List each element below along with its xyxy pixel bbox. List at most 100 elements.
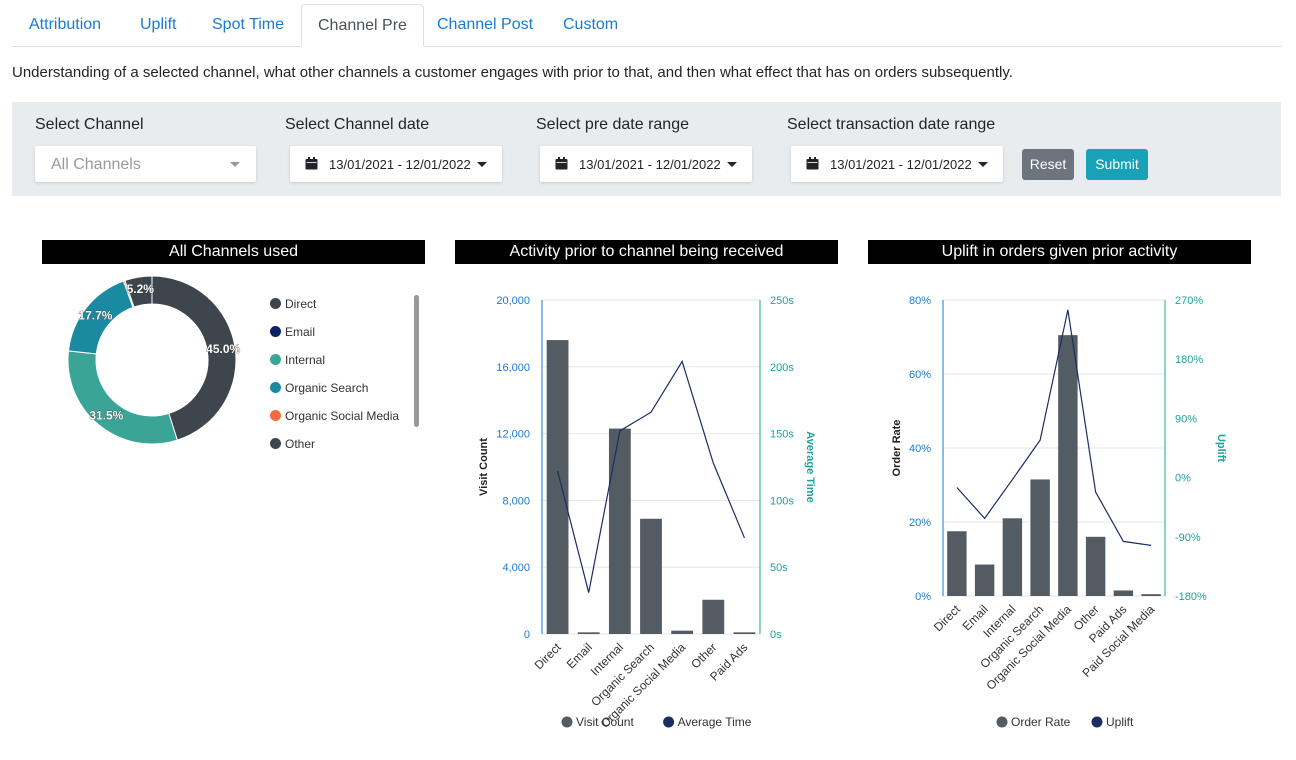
y-tick-label: 0% xyxy=(915,591,931,603)
legend-label-average-time: Average Time xyxy=(678,715,752,729)
legend-swatch xyxy=(561,716,573,728)
calendar-icon xyxy=(806,157,819,170)
y2-tick-label: 90% xyxy=(1175,413,1197,425)
legend-item-organic-social-media[interactable]: Organic Social Media xyxy=(270,409,399,423)
pre-range-label: Select pre date range xyxy=(536,116,689,133)
y-tick-label: 60% xyxy=(909,369,931,381)
legend-swatch xyxy=(270,382,281,393)
donut-data-label: 5.2% xyxy=(127,282,155,296)
x-tick-label: Direct xyxy=(931,602,964,635)
channel-select[interactable]: All Channels xyxy=(35,146,256,182)
y-tick-label: 40% xyxy=(909,443,931,455)
tab-channel-post[interactable]: Channel Post xyxy=(437,16,534,33)
series-line-uplift xyxy=(956,309,1152,546)
legend-swatch xyxy=(270,326,281,337)
legend-item-organic-search[interactable]: Organic Search xyxy=(270,381,368,395)
legend-label: Direct xyxy=(285,297,317,311)
chevron-down-icon xyxy=(727,162,737,167)
bar-internal xyxy=(1002,518,1023,596)
legend-label: Internal xyxy=(285,353,326,367)
donut-chart: 45.0% 31.5% 17.7% 5.2% xyxy=(67,275,241,445)
legend-item-direct[interactable]: Direct xyxy=(270,297,316,311)
donut-data-label: 45.0% xyxy=(206,342,240,356)
chevron-down-icon xyxy=(477,162,487,167)
y-tick-label: 16,000 xyxy=(496,362,530,374)
bar-paid-ads xyxy=(733,632,756,634)
y-tick-label: 20% xyxy=(909,517,931,529)
bar-email xyxy=(577,632,600,634)
bar-other xyxy=(702,599,725,634)
donut-data-label: 31.5% xyxy=(89,409,123,423)
y-tick-label: 4,000 xyxy=(502,562,530,574)
y-tick-label: 0 xyxy=(524,629,530,641)
y2-tick-label: 100s xyxy=(770,495,794,507)
legend-item-other[interactable]: Other xyxy=(270,437,315,451)
legend-label-order-rate: Order Rate xyxy=(1011,715,1071,729)
legend-scrollbar[interactable] xyxy=(414,295,419,427)
legend-swatch xyxy=(1091,716,1103,728)
y2-tick-label: 0s xyxy=(770,629,782,641)
tab-spot-time[interactable]: Spot Time xyxy=(212,16,285,33)
series-line-average-time xyxy=(556,360,745,593)
reset-button[interactable]: Reset xyxy=(1022,149,1074,180)
legend-item-email[interactable]: Email xyxy=(270,325,315,339)
bar-direct xyxy=(947,531,967,596)
y2-tick-label: 270% xyxy=(1175,295,1203,307)
select-channel-label: Select Channel xyxy=(35,116,144,133)
y-axis-title: Visit Count xyxy=(478,438,490,496)
y-axis-title: Order Rate xyxy=(891,420,903,477)
legend-swatch xyxy=(270,438,281,449)
channel-date-value: 13/01/2021 - 12/01/2022 xyxy=(329,157,471,172)
legend-swatch xyxy=(270,298,281,309)
legend-swatch xyxy=(996,716,1008,728)
x-tick-label: Direct xyxy=(532,640,565,673)
y-tick-label: 80% xyxy=(909,295,931,307)
y2-tick-label: 250s xyxy=(770,295,794,307)
tab-channel-pre[interactable]: Channel Pre xyxy=(301,4,424,47)
y2-axis-title: Average Time xyxy=(804,431,816,503)
pre-range-value: 13/01/2021 - 12/01/2022 xyxy=(579,157,721,172)
y2-tick-label: -180% xyxy=(1175,591,1207,603)
legend-item-internal[interactable]: Internal xyxy=(270,353,325,367)
bar-paid-social-media xyxy=(1141,594,1161,596)
txn-range-value: 13/01/2021 - 12/01/2022 xyxy=(830,157,972,172)
donut-data-label: 17.7% xyxy=(78,308,112,322)
legend-label: Other xyxy=(285,437,316,451)
uplift-chart: 0% 20% 40% 60% 80% -180% -90% 0% 90% 180% 270% Orde… xyxy=(891,295,1227,729)
y2-axis-title: Uplift xyxy=(1215,434,1227,462)
chevron-down-icon xyxy=(978,162,988,167)
y2-tick-label: 0% xyxy=(1175,473,1191,485)
legend-swatch xyxy=(270,354,281,365)
channel-date-label: Select Channel date xyxy=(285,116,430,133)
activity-panel-title: Activity prior to channel being received xyxy=(455,240,838,264)
bar-organic-social-media xyxy=(671,630,694,634)
txn-range-label: Select transaction date range xyxy=(787,116,996,133)
donut-panel-title: All Channels used xyxy=(42,240,425,264)
y2-tick-label: 150s xyxy=(770,429,794,441)
bar-email xyxy=(974,564,995,596)
legend-label-uplift: Uplift xyxy=(1106,715,1134,729)
activity-chart: 0 4,000 8,000 12,000 16,000 20,000 0s 50s 100s 15… xyxy=(478,295,816,731)
donut-slice-direct xyxy=(151,275,237,441)
txn-range-picker[interactable]: 13/01/2021 - 12/01/2022 xyxy=(791,146,1003,182)
channel-select-value: All Channels xyxy=(51,156,141,173)
tab-uplift[interactable]: Uplift xyxy=(140,16,177,33)
bar-organic-search xyxy=(1030,479,1050,596)
y2-tick-label: -90% xyxy=(1175,532,1201,544)
calendar-icon xyxy=(555,157,568,170)
bar-paid-ads xyxy=(1113,590,1134,596)
bar-direct xyxy=(546,340,569,634)
y2-tick-label: 180% xyxy=(1175,354,1203,366)
channel-date-picker[interactable]: 13/01/2021 - 12/01/2022 xyxy=(290,146,502,182)
pre-range-picker[interactable]: 13/01/2021 - 12/01/2022 xyxy=(540,146,752,182)
chevron-down-icon xyxy=(230,162,240,167)
legend-swatch xyxy=(270,410,281,421)
legend-label: Email xyxy=(285,325,316,339)
y-tick-label: 8,000 xyxy=(502,495,530,507)
legend-swatch xyxy=(663,716,675,728)
y-tick-label: 12,000 xyxy=(496,429,530,441)
submit-button[interactable]: Submit xyxy=(1086,149,1148,180)
tab-custom[interactable]: Custom xyxy=(563,16,619,33)
donut-slice-internal xyxy=(67,350,178,445)
tab-attribution[interactable]: Attribution xyxy=(29,16,102,33)
